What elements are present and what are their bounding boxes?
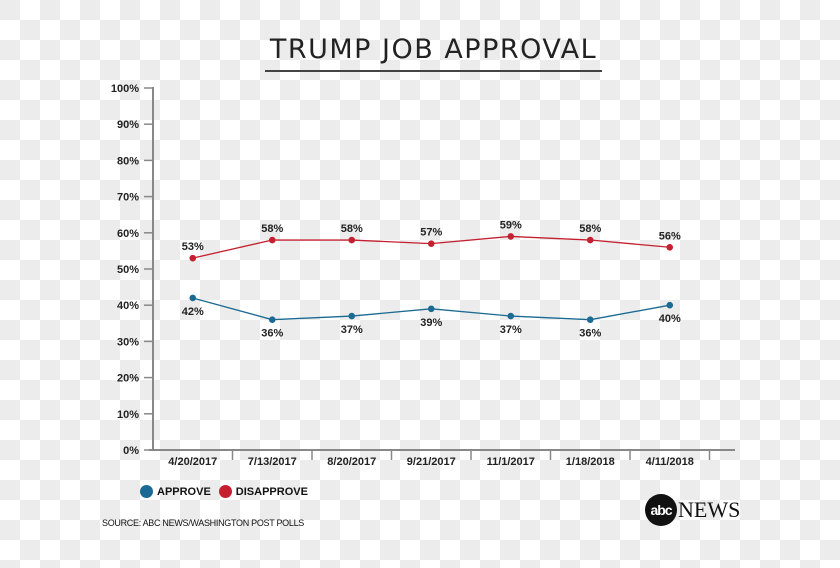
y-tick-label: 80% <box>117 155 139 167</box>
x-tick-label: 8/20/2017 <box>327 456 376 468</box>
data-point <box>268 316 276 323</box>
data-point <box>427 305 435 313</box>
legend-label: APPROVE <box>157 485 211 498</box>
data-label: 58% <box>341 223 363 235</box>
data-point <box>507 233 515 240</box>
data-point <box>348 312 356 320</box>
data-point <box>189 254 197 262</box>
x-tick-label: 4/11/2018 <box>646 456 694 468</box>
y-tick-label: 60% <box>117 228 139 240</box>
y-tick-label: 30% <box>117 336 139 348</box>
data-label: 42% <box>182 306 204 318</box>
data-label: 37% <box>500 324 522 336</box>
series-line-disapprove <box>192 235 670 259</box>
y-tick-label: 70% <box>117 192 139 204</box>
data-point <box>586 236 594 244</box>
data-label: 56% <box>659 230 681 242</box>
legend: APPROVE DISAPPROVE <box>140 485 316 498</box>
abc-news-logo: abc NEWS <box>645 494 740 526</box>
logo-ball: abc <box>645 494 677 526</box>
y-tick-label: 50% <box>117 264 139 276</box>
y-tick-label: 20% <box>117 373 139 385</box>
logo-text: NEWS <box>678 497 741 522</box>
legend-item-disapprove: DISAPPROVE <box>218 485 308 498</box>
data-point <box>666 301 674 309</box>
x-tick-label: 11/1/2017 <box>487 456 535 468</box>
data-point <box>268 236 276 244</box>
data-label: 36% <box>579 328 601 340</box>
data-point <box>586 316 594 323</box>
chart-title: TRUMP JOB APPROVAL <box>269 34 598 65</box>
data-label: 53% <box>182 241 204 253</box>
data-label: 40% <box>659 313 681 325</box>
source-note: SOURCE: ABC NEWS/WASHINGTON POST POLLS <box>102 518 304 528</box>
data-point <box>348 236 356 244</box>
data-label: 37% <box>341 324 363 336</box>
x-tick-label: 9/21/2017 <box>407 456 456 468</box>
data-label: 58% <box>579 223 601 235</box>
x-tick-label: 4/20/2017 <box>168 456 217 468</box>
x-tick-label: 1/18/2018 <box>566 456 615 468</box>
data-label: 36% <box>261 328 283 340</box>
title-underline <box>265 70 602 72</box>
x-tick-label: 7/13/2017 <box>248 456 297 468</box>
data-label: 58% <box>261 223 283 235</box>
data-label: 59% <box>500 219 522 231</box>
data-point <box>507 312 515 320</box>
data-point <box>666 243 674 251</box>
legend-label: DISAPPROVE <box>235 485 308 498</box>
data-point <box>427 240 435 247</box>
data-label: 39% <box>420 317 442 329</box>
y-tick-label: 100% <box>111 83 139 95</box>
y-tick-label: 90% <box>117 119 139 131</box>
y-tick-label: 10% <box>117 409 139 421</box>
data-label: 57% <box>420 227 442 239</box>
disapprove-swatch <box>218 485 232 498</box>
y-tick-label: 0% <box>123 445 139 457</box>
y-tick-label: 40% <box>117 300 139 312</box>
data-point <box>189 294 197 302</box>
approve-swatch <box>140 485 153 498</box>
legend-item-approve: APPROVE <box>140 485 211 498</box>
